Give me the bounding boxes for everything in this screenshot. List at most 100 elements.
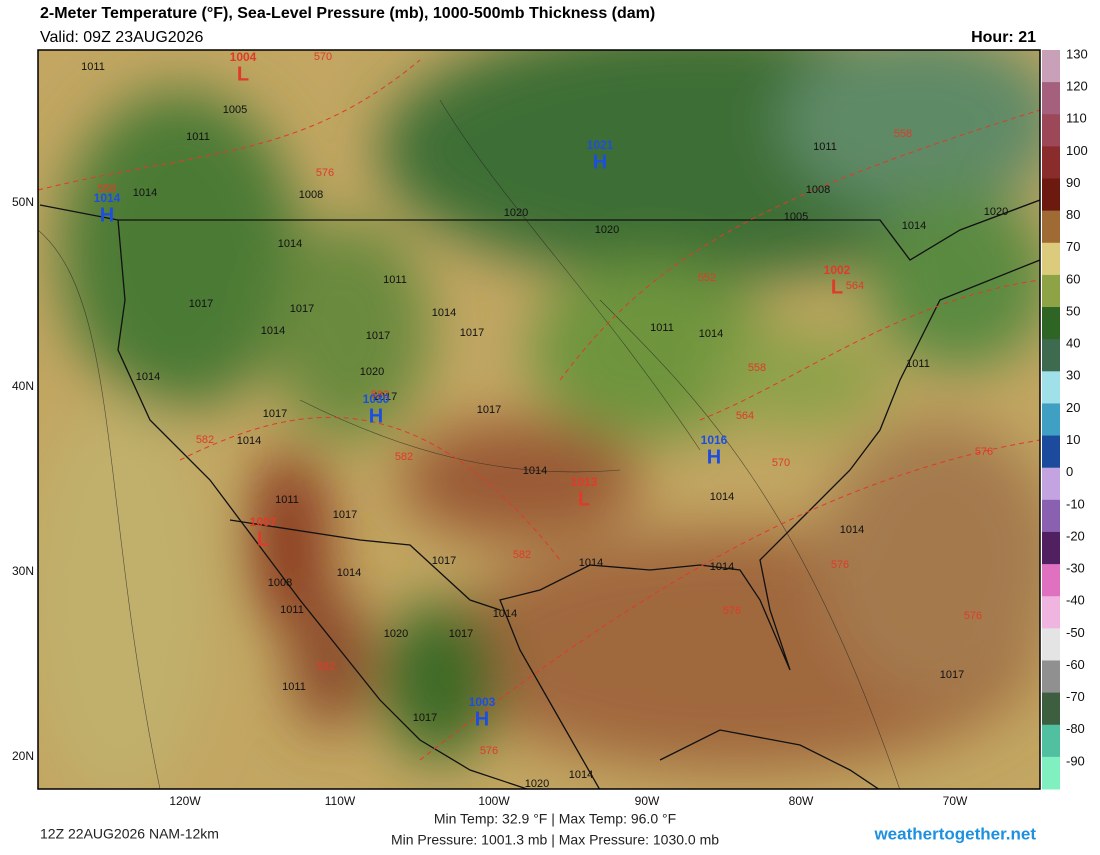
colorbar-swatch — [1042, 50, 1060, 83]
colorbar-swatch — [1042, 724, 1060, 758]
isobar-label: 1017 — [333, 509, 357, 521]
center-letter: H — [707, 446, 721, 468]
colorbar-label: -20 — [1066, 528, 1085, 543]
thickness-label: 582 — [317, 661, 335, 673]
colorbar-swatch — [1042, 274, 1060, 308]
isobar-label: 1017 — [460, 327, 484, 339]
colorbar-label: 10 — [1066, 432, 1080, 447]
isobar-label: 1011 — [275, 494, 299, 506]
colorbar-label: 20 — [1066, 400, 1080, 415]
longitude-label: 70W — [943, 794, 968, 808]
thickness-label: 570 — [314, 51, 332, 63]
colorbar-swatch — [1042, 531, 1060, 565]
isobar-label: 1014 — [237, 435, 261, 447]
colorbar-label: -50 — [1066, 625, 1085, 640]
colorbar-swatch — [1042, 339, 1060, 372]
pressure-range: Min Pressure: 1001.3 mb | Max Pressure: … — [391, 832, 719, 848]
thickness-label: 564 — [846, 280, 864, 292]
longitude-label: 110W — [325, 794, 356, 808]
center-value: 1021 — [587, 138, 614, 152]
isobar-label: 1017 — [263, 408, 287, 420]
colorbar-swatch — [1042, 499, 1060, 533]
center-letter: H — [100, 204, 114, 226]
isobar-label: 1014 — [261, 325, 285, 337]
latitude-label: 20N — [12, 749, 34, 763]
center-value: 1030 — [363, 392, 390, 406]
isobar-label: 1017 — [366, 330, 390, 342]
colorbar-swatch — [1042, 564, 1060, 597]
center-letter: H — [593, 151, 607, 173]
colorbar-label: 130 — [1066, 46, 1088, 61]
colorbar-swatch — [1042, 307, 1060, 340]
isobar-label: 1020 — [504, 207, 528, 219]
colorbar-swatch — [1042, 242, 1060, 276]
center-letter: H — [475, 708, 489, 730]
center-letter: H — [369, 405, 383, 427]
isobar-label: 1008 — [806, 184, 830, 196]
thickness-label: 552 — [698, 272, 716, 284]
isobar-label: 1011 — [650, 322, 674, 334]
colorbar-swatch — [1042, 692, 1060, 726]
colorbar-label: 90 — [1066, 175, 1080, 190]
colorbar-swatch — [1042, 210, 1060, 244]
thickness-label: 570 — [772, 457, 790, 469]
colorbar-label: 0 — [1066, 464, 1073, 479]
longitude-label: 120W — [169, 794, 201, 808]
isobar-label: 1014 — [902, 220, 926, 232]
latitude-label: 50N — [12, 195, 34, 209]
colorbar-label: -80 — [1066, 721, 1085, 736]
isobar-label: 1017 — [940, 669, 964, 681]
isobar-label: 1014 — [579, 557, 603, 569]
temp-range: Min Temp: 32.9 °F | Max Temp: 96.0 °F — [434, 811, 676, 827]
latitude-label: 30N — [12, 564, 34, 578]
isobar-label: 1014 — [710, 491, 734, 503]
center-letter: L — [237, 63, 249, 85]
colorbar-swatch — [1042, 660, 1060, 694]
colorbar-label: -40 — [1066, 593, 1085, 608]
valid-time: Valid: 09Z 23AUG2026 — [40, 29, 203, 46]
thickness-label: 576 — [975, 446, 993, 458]
thickness-label: 576 — [831, 559, 849, 571]
isobar-label: 1017 — [449, 628, 473, 640]
colorbar-swatch — [1042, 114, 1060, 147]
colorbar-label: 60 — [1066, 271, 1080, 286]
colorbar-swatch — [1042, 82, 1060, 115]
site-link[interactable]: weathertogether.net — [873, 824, 1036, 843]
overlays: 1301201101009080706050403020100-10-20-30… — [12, 46, 1088, 808]
colorbar-label: -30 — [1066, 561, 1085, 576]
thickness-label: 564 — [736, 410, 754, 422]
isobar-label: 1011 — [280, 604, 304, 616]
map-field — [38, 50, 1040, 789]
isobar-label: 1014 — [337, 567, 361, 579]
thickness-label: 576 — [964, 610, 982, 622]
colorbar-swatch — [1042, 371, 1060, 404]
isobar-label: 1020 — [595, 224, 619, 236]
isobar-label: 1017 — [477, 404, 501, 416]
title: 2-Meter Temperature (°F), Sea-Level Pres… — [40, 5, 655, 22]
isobar-label: 1017 — [413, 712, 437, 724]
colorbar-swatch — [1042, 596, 1060, 629]
isobar-label: 1017 — [290, 303, 314, 315]
isobar-label: 1020 — [360, 366, 384, 378]
colorbar-label: 110 — [1066, 111, 1087, 126]
colorbar-label: 80 — [1066, 207, 1080, 222]
thickness-label: 576 — [723, 605, 741, 617]
forecast-hour: Hour: 21 — [971, 29, 1036, 46]
center-value: 1013 — [571, 475, 598, 489]
center-value: 1003 — [469, 695, 496, 709]
isobar-label: 1017 — [432, 555, 456, 567]
isobar-label: 1005 — [223, 104, 247, 116]
isobar-label: 1014 — [699, 328, 723, 340]
thickness-label: 576 — [480, 745, 498, 757]
longitude-label: 90W — [635, 794, 660, 808]
isobar-label: 1014 — [493, 608, 517, 620]
colorbar-swatch — [1042, 628, 1060, 661]
colorbar-swatch — [1042, 403, 1060, 437]
isobar-label: 1014 — [432, 307, 456, 319]
center-value: 1002 — [824, 263, 851, 277]
thickness-label: 582 — [513, 549, 531, 561]
center-value: 1004 — [230, 50, 257, 64]
isobar-label: 1020 — [384, 628, 408, 640]
colorbar-label: 120 — [1066, 79, 1088, 94]
